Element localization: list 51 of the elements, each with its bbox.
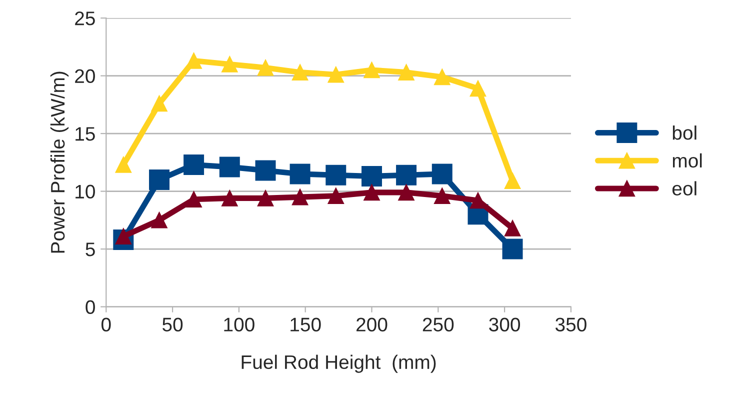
point — [328, 66, 344, 83]
point — [219, 156, 240, 178]
point — [184, 154, 204, 175]
point — [328, 188, 344, 204]
point — [115, 156, 132, 173]
point — [221, 190, 238, 206]
x-tick-label: 50 — [162, 318, 183, 332]
point — [504, 220, 521, 236]
point — [434, 68, 450, 86]
y-tick-label: 20 — [75, 69, 95, 84]
x-tick-label: 100 — [224, 318, 254, 332]
x-tick-label: 350 — [555, 318, 586, 332]
x-tick-label: 200 — [356, 318, 388, 332]
point — [186, 52, 202, 69]
point — [432, 164, 452, 184]
x-tick-label: 150 — [290, 318, 321, 332]
point — [502, 238, 523, 260]
point — [362, 166, 382, 187]
point — [398, 64, 414, 80]
x-tick-label: 250 — [422, 318, 454, 332]
x-axis-title: Fuel Rod Height (mm) — [242, 354, 436, 373]
point — [434, 188, 450, 204]
point — [257, 190, 274, 206]
point — [364, 62, 380, 78]
point — [151, 95, 168, 112]
y-axis-title: Power Profile (kW/m) — [50, 72, 69, 253]
point — [186, 191, 202, 208]
legend-label: bol — [672, 125, 696, 140]
y-tick-label: 0 — [86, 300, 95, 314]
point — [504, 172, 521, 190]
legend-label: mol — [672, 153, 702, 168]
point — [396, 164, 417, 186]
point — [326, 164, 346, 186]
y-tick-label: 10 — [76, 184, 95, 199]
point — [255, 160, 276, 181]
point — [292, 188, 308, 206]
point — [290, 164, 310, 184]
point — [149, 169, 170, 190]
point — [364, 184, 380, 201]
y-tick-label: 5 — [86, 242, 95, 256]
point — [398, 184, 414, 201]
point — [292, 64, 308, 80]
y-tick-label: 15 — [76, 127, 95, 141]
point — [221, 56, 238, 72]
point — [257, 60, 274, 76]
point — [151, 212, 168, 228]
x-tick-label: 0 — [101, 318, 111, 332]
point — [470, 80, 486, 97]
y-tick-label: 25 — [75, 12, 95, 26]
x-tick-label: 300 — [489, 318, 520, 332]
legend-label: eol — [672, 181, 696, 196]
